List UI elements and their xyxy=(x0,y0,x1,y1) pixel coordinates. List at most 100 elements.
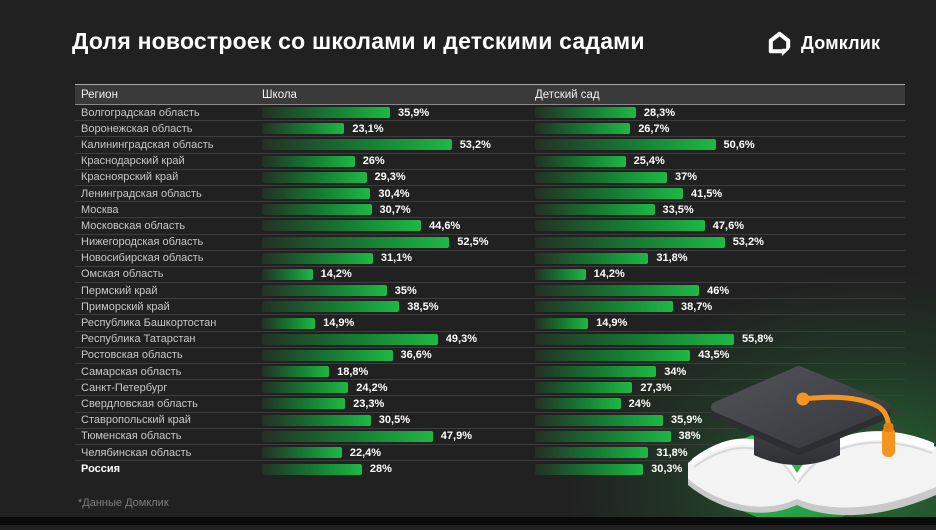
kindergarten-bar xyxy=(535,220,705,232)
kindergarten-bar xyxy=(535,463,644,475)
school-bar-cell: 49,3% xyxy=(262,333,535,345)
school-bar-cell: 44,6% xyxy=(262,220,535,232)
region-label: Республика Татарстан xyxy=(81,333,196,346)
school-bar xyxy=(262,463,362,475)
region-label: Тюменская область xyxy=(81,430,182,443)
school-bar-cell: 52,5% xyxy=(262,236,535,248)
kindergarten-bar-cell: 38,7% xyxy=(535,301,905,313)
school-bar xyxy=(262,220,422,232)
kindergarten-bar xyxy=(535,107,636,119)
school-bar xyxy=(262,349,393,361)
kindergarten-bar xyxy=(535,430,671,442)
kindergarten-bar-cell: 14,9% xyxy=(535,317,905,329)
kindergarten-bar xyxy=(535,382,633,394)
table-row: Пермский край 35% 46% xyxy=(75,283,905,300)
kindergarten-bar xyxy=(535,268,586,280)
school-bar-cell: 53,2% xyxy=(262,139,535,151)
kindergarten-bar-cell: 25,4% xyxy=(535,155,905,167)
region-label: Воронежская область xyxy=(81,122,193,135)
kindergarten-bar-value: 27,3% xyxy=(640,381,672,394)
kindergarten-bar-cell: 43,5% xyxy=(535,349,905,361)
school-bar-cell: 47,9% xyxy=(262,430,535,442)
kindergarten-bar-value: 31,8% xyxy=(656,446,688,459)
school-bar xyxy=(262,171,367,183)
school-bar-value: 30,5% xyxy=(378,414,410,427)
table-row: Красноярский край 29,3% 37% xyxy=(75,170,905,186)
school-bar xyxy=(262,317,316,329)
header-kindergarten: Детский сад xyxy=(535,88,600,101)
school-bar xyxy=(262,333,438,345)
school-bar-cell: 23,3% xyxy=(262,398,535,410)
table-row: Санкт-Петербург 24,2% 27,3% xyxy=(75,380,905,397)
school-bar xyxy=(262,204,372,216)
region-label: Приморский край xyxy=(81,300,170,313)
table-header-row: Регион Школа Детский сад xyxy=(75,84,905,105)
kindergarten-bar-value: 33,5% xyxy=(662,203,694,216)
table-row: Самарская область 18,8% 34% xyxy=(75,364,905,381)
school-bar-value: 14,2% xyxy=(320,268,352,281)
kindergarten-bar xyxy=(535,317,589,329)
kindergarten-bar xyxy=(535,236,725,248)
region-label: Пермский край xyxy=(81,284,158,297)
kindergarten-bar-cell: 41,5% xyxy=(535,188,905,200)
kindergarten-bar xyxy=(535,398,621,410)
school-bar xyxy=(262,382,349,394)
kindergarten-bar-cell: 26,7% xyxy=(535,123,905,135)
table-row: Республика Башкортостан 14,9% 14,9% xyxy=(75,315,905,332)
region-label: Ставропольский край xyxy=(81,414,191,427)
table-row: Москва 30,7% 33,5% xyxy=(75,202,905,219)
region-label: Новосибирская область xyxy=(81,252,204,265)
region-label: Ростовская область xyxy=(81,349,183,362)
school-bar-value: 23,1% xyxy=(352,122,384,135)
kindergarten-bar xyxy=(535,366,657,378)
school-bar-value: 36,6% xyxy=(400,349,432,362)
table-row: Челябинская область 22,4% 31,8% xyxy=(75,445,905,462)
table-row: Нижегородская область 52,5% 53,2% xyxy=(75,235,905,251)
kindergarten-bar-value: 30,3% xyxy=(651,463,683,476)
kindergarten-bar xyxy=(535,123,631,135)
kindergarten-bar-value: 38,7% xyxy=(681,300,713,313)
kindergarten-bar-value: 38% xyxy=(678,430,701,443)
table-row: Краснодарский край 26% 25,4% xyxy=(75,154,905,170)
kindergarten-bar-value: 31,8% xyxy=(656,252,688,265)
kindergarten-bar-value: 55,8% xyxy=(742,333,774,346)
school-bar xyxy=(262,107,390,119)
school-bar xyxy=(262,236,450,248)
school-bar-value: 24,2% xyxy=(356,381,388,394)
kindergarten-bar xyxy=(535,285,700,297)
school-bar-cell: 26% xyxy=(262,155,535,167)
kindergarten-bar-value: 47,6% xyxy=(712,219,744,232)
school-bar xyxy=(262,123,345,135)
region-label: Самарская область xyxy=(81,365,182,378)
school-bar-cell: 29,3% xyxy=(262,171,535,183)
table-row: Воронежская область 23,1% 26,7% xyxy=(75,121,905,138)
school-bar-value: 14,9% xyxy=(323,317,355,330)
kindergarten-bar-cell: 50,6% xyxy=(535,139,905,151)
kindergarten-bar-value: 50,6% xyxy=(723,138,755,151)
kindergarten-bar-value: 25,4% xyxy=(633,155,665,168)
kindergarten-bar xyxy=(535,171,667,183)
kindergarten-bar-cell: 37% xyxy=(535,171,905,183)
school-bar xyxy=(262,285,387,297)
kindergarten-bar-value: 34% xyxy=(664,365,687,378)
region-label: Ленинградская область xyxy=(81,187,202,200)
school-bar-cell: 14,2% xyxy=(262,268,535,280)
school-bar-cell: 30,5% xyxy=(262,414,535,426)
kindergarten-bar-cell: 14,2% xyxy=(535,268,905,280)
kindergarten-bar xyxy=(535,139,716,151)
kindergarten-bar-value: 14,2% xyxy=(593,268,625,281)
school-bar xyxy=(262,268,313,280)
school-bar-cell: 24,2% xyxy=(262,382,535,394)
kindergarten-bar-cell: 35,9% xyxy=(535,414,905,426)
domclick-logo: Домклик xyxy=(766,30,880,57)
school-bar xyxy=(262,398,346,410)
region-label: Челябинская область xyxy=(81,446,192,459)
region-label: Санкт-Петербург xyxy=(81,381,168,394)
region-label: Волгоградская область xyxy=(81,106,200,119)
kindergarten-bar-cell: 31,8% xyxy=(535,447,905,459)
school-bar-value: 30,4% xyxy=(378,187,410,200)
school-bar-cell: 22,4% xyxy=(262,447,535,459)
kindergarten-bar-cell: 34% xyxy=(535,366,905,378)
region-label: Республика Башкортостан xyxy=(81,317,217,330)
